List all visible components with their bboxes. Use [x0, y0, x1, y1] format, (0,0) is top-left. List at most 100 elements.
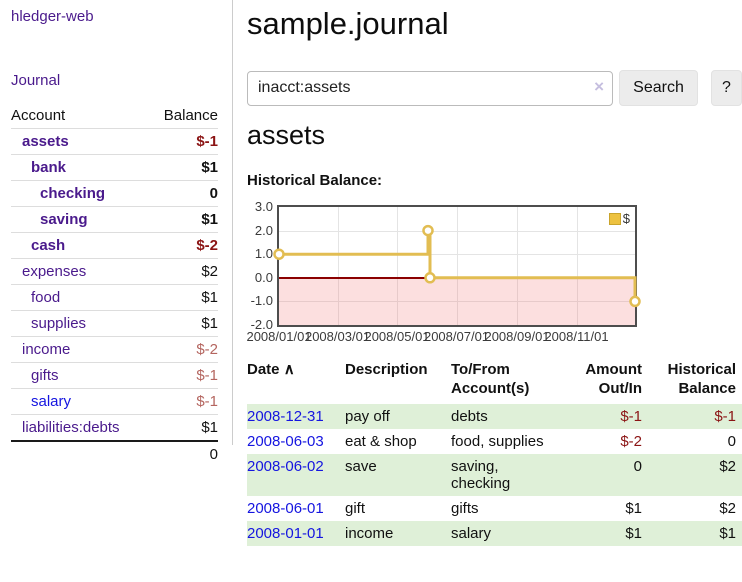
- transactions-table: Date ∧ Description To/From Account(s) Am…: [247, 358, 742, 546]
- account-balance: $2: [149, 258, 218, 285]
- x-tick-label: 2008/09/01: [484, 329, 550, 344]
- y-tick-label: 1.0: [254, 246, 273, 262]
- chart-title: Historical Balance:: [247, 172, 383, 189]
- account-balance: $1: [149, 284, 218, 311]
- x-tick-label: 2008/01/01: [246, 329, 312, 344]
- transaction-amount: 0: [582, 454, 642, 496]
- search-input[interactable]: [247, 70, 613, 106]
- x-tick-label: 2008/03/01: [304, 329, 371, 344]
- accounts-total-row: 0: [11, 440, 218, 467]
- gridline: [337, 207, 339, 325]
- sidebar: hledger-web Journal Account Balance asse…: [0, 0, 233, 467]
- transaction-balance: $2: [642, 454, 742, 496]
- data-point-marker: [424, 272, 436, 284]
- account-link-food[interactable]: food: [31, 289, 61, 306]
- account-link-checking[interactable]: checking: [40, 185, 106, 202]
- x-tick-label: 2008/11/01: [544, 329, 609, 344]
- account-link-bank[interactable]: bank: [31, 159, 67, 176]
- account-balance: $-2: [149, 232, 218, 259]
- account-row[interactable]: gifts $-1: [11, 362, 218, 389]
- account-row[interactable]: assets $-1: [11, 128, 218, 155]
- amount-column-header: Amount Out/In: [585, 361, 642, 397]
- help-button[interactable]: ?: [711, 70, 742, 106]
- balance-line: [273, 224, 641, 308]
- account-row[interactable]: checking 0: [11, 180, 218, 207]
- data-point-marker: [629, 295, 641, 308]
- account-link-supplies[interactable]: supplies: [31, 315, 87, 332]
- transaction-amount: $-2: [620, 433, 642, 450]
- transaction-accounts: salary: [451, 521, 582, 546]
- transaction-date-link[interactable]: 2008-06-02: [247, 458, 324, 475]
- account-link-gifts[interactable]: gifts: [31, 367, 59, 384]
- account-link-cash[interactable]: cash: [31, 237, 66, 254]
- transaction-accounts: saving, checking: [451, 454, 582, 496]
- gridline: [397, 207, 398, 325]
- y-tick-label: 3.0: [254, 199, 273, 214]
- balance-column-header: Balance: [163, 107, 218, 124]
- account-row[interactable]: expenses $2: [11, 258, 218, 285]
- transaction-accounts: food, supplies: [451, 433, 544, 450]
- historical-balance-chart: 3.0 2.0 1.0 0.0 -1.0 -2.0: [246, 199, 667, 350]
- transaction-description: pay off: [345, 404, 451, 429]
- account-link-assets[interactable]: assets: [22, 133, 69, 150]
- description-column-header: Description: [345, 361, 428, 378]
- gridline: [576, 207, 578, 325]
- transaction-date-link[interactable]: 2008-06-03: [247, 433, 324, 450]
- account-link-liabilities-debts[interactable]: liabilities:debts: [22, 419, 120, 436]
- transaction-date-link[interactable]: 2008-06-01: [247, 500, 324, 517]
- transaction-row[interactable]: 2008-06-02 save saving, checking 0 $2: [247, 454, 742, 496]
- account-link-income[interactable]: income: [22, 341, 71, 358]
- legend-label: $: [622, 211, 630, 226]
- account-row[interactable]: supplies $1: [11, 310, 218, 337]
- legend-swatch-icon: [608, 212, 621, 225]
- transactions-header-row: Date ∧ Description To/From Account(s) Am…: [247, 358, 742, 404]
- accounts-total-value: 0: [149, 440, 218, 467]
- clear-search-icon[interactable]: ×: [594, 76, 604, 96]
- transaction-description: save: [345, 454, 451, 496]
- account-row[interactable]: liabilities:debts $1: [11, 414, 218, 441]
- transaction-date-link[interactable]: 2008-01-01: [247, 525, 324, 542]
- account-balance: 0: [149, 180, 218, 207]
- date-column-header[interactable]: Date ∧: [247, 361, 295, 378]
- y-tick-label: 0.0: [254, 269, 273, 285]
- account-balance: $-1: [149, 362, 218, 389]
- search-button[interactable]: Search: [619, 70, 698, 106]
- account-balance: $1: [149, 310, 218, 337]
- transaction-description: gift: [345, 500, 366, 517]
- account-row[interactable]: food $1: [11, 284, 218, 311]
- account-balance: $1: [149, 414, 218, 441]
- account-link-salary[interactable]: salary: [31, 393, 72, 410]
- balance-column-header: Historical Balance: [667, 361, 736, 397]
- account-balance: $-1: [149, 128, 218, 155]
- transaction-balance: 0: [727, 433, 736, 450]
- gridline: [517, 207, 518, 325]
- account-row[interactable]: saving $1: [11, 206, 218, 233]
- account-balance: $1: [149, 206, 218, 233]
- chart-plot-area: $: [273, 205, 641, 327]
- transaction-balance: $-1: [642, 404, 742, 429]
- account-row[interactable]: income $-2: [11, 336, 218, 363]
- account-row[interactable]: bank $1: [11, 154, 218, 181]
- y-tick-label: -2.0: [250, 317, 273, 332]
- search-bar: × Search ?: [247, 70, 742, 106]
- account-row[interactable]: cash $-2: [11, 232, 218, 259]
- data-point-marker: [273, 248, 285, 260]
- account-row[interactable]: salary $-1: [11, 388, 218, 415]
- transaction-amount: $1: [582, 521, 642, 546]
- account-balance: $-1: [149, 388, 218, 415]
- transaction-amount: $1: [625, 500, 642, 517]
- account-link-expenses[interactable]: expenses: [22, 263, 87, 280]
- brand-link[interactable]: hledger-web: [11, 8, 94, 25]
- accounts-table: Account Balance assets $-1 bank $1 check…: [11, 103, 218, 467]
- transaction-row[interactable]: 2008-01-01 income salary $1 $1: [247, 521, 742, 546]
- account-column-header: Account: [11, 107, 66, 124]
- transaction-row[interactable]: 2008-06-01 gift gifts $1 $2: [247, 496, 742, 521]
- account-link-saving[interactable]: saving: [40, 211, 88, 228]
- account-heading: assets: [247, 120, 326, 150]
- transaction-row[interactable]: 2008-06-03 eat & shop food, supplies $-2…: [247, 429, 742, 454]
- transaction-row[interactable]: 2008-12-31 pay off debts $-1 $-1: [247, 404, 742, 429]
- transaction-date-link[interactable]: 2008-12-31: [247, 408, 324, 425]
- y-tick-label: -1.0: [250, 293, 273, 309]
- transaction-balance: $1: [642, 521, 742, 546]
- sidebar-item-journal[interactable]: Journal: [11, 72, 61, 89]
